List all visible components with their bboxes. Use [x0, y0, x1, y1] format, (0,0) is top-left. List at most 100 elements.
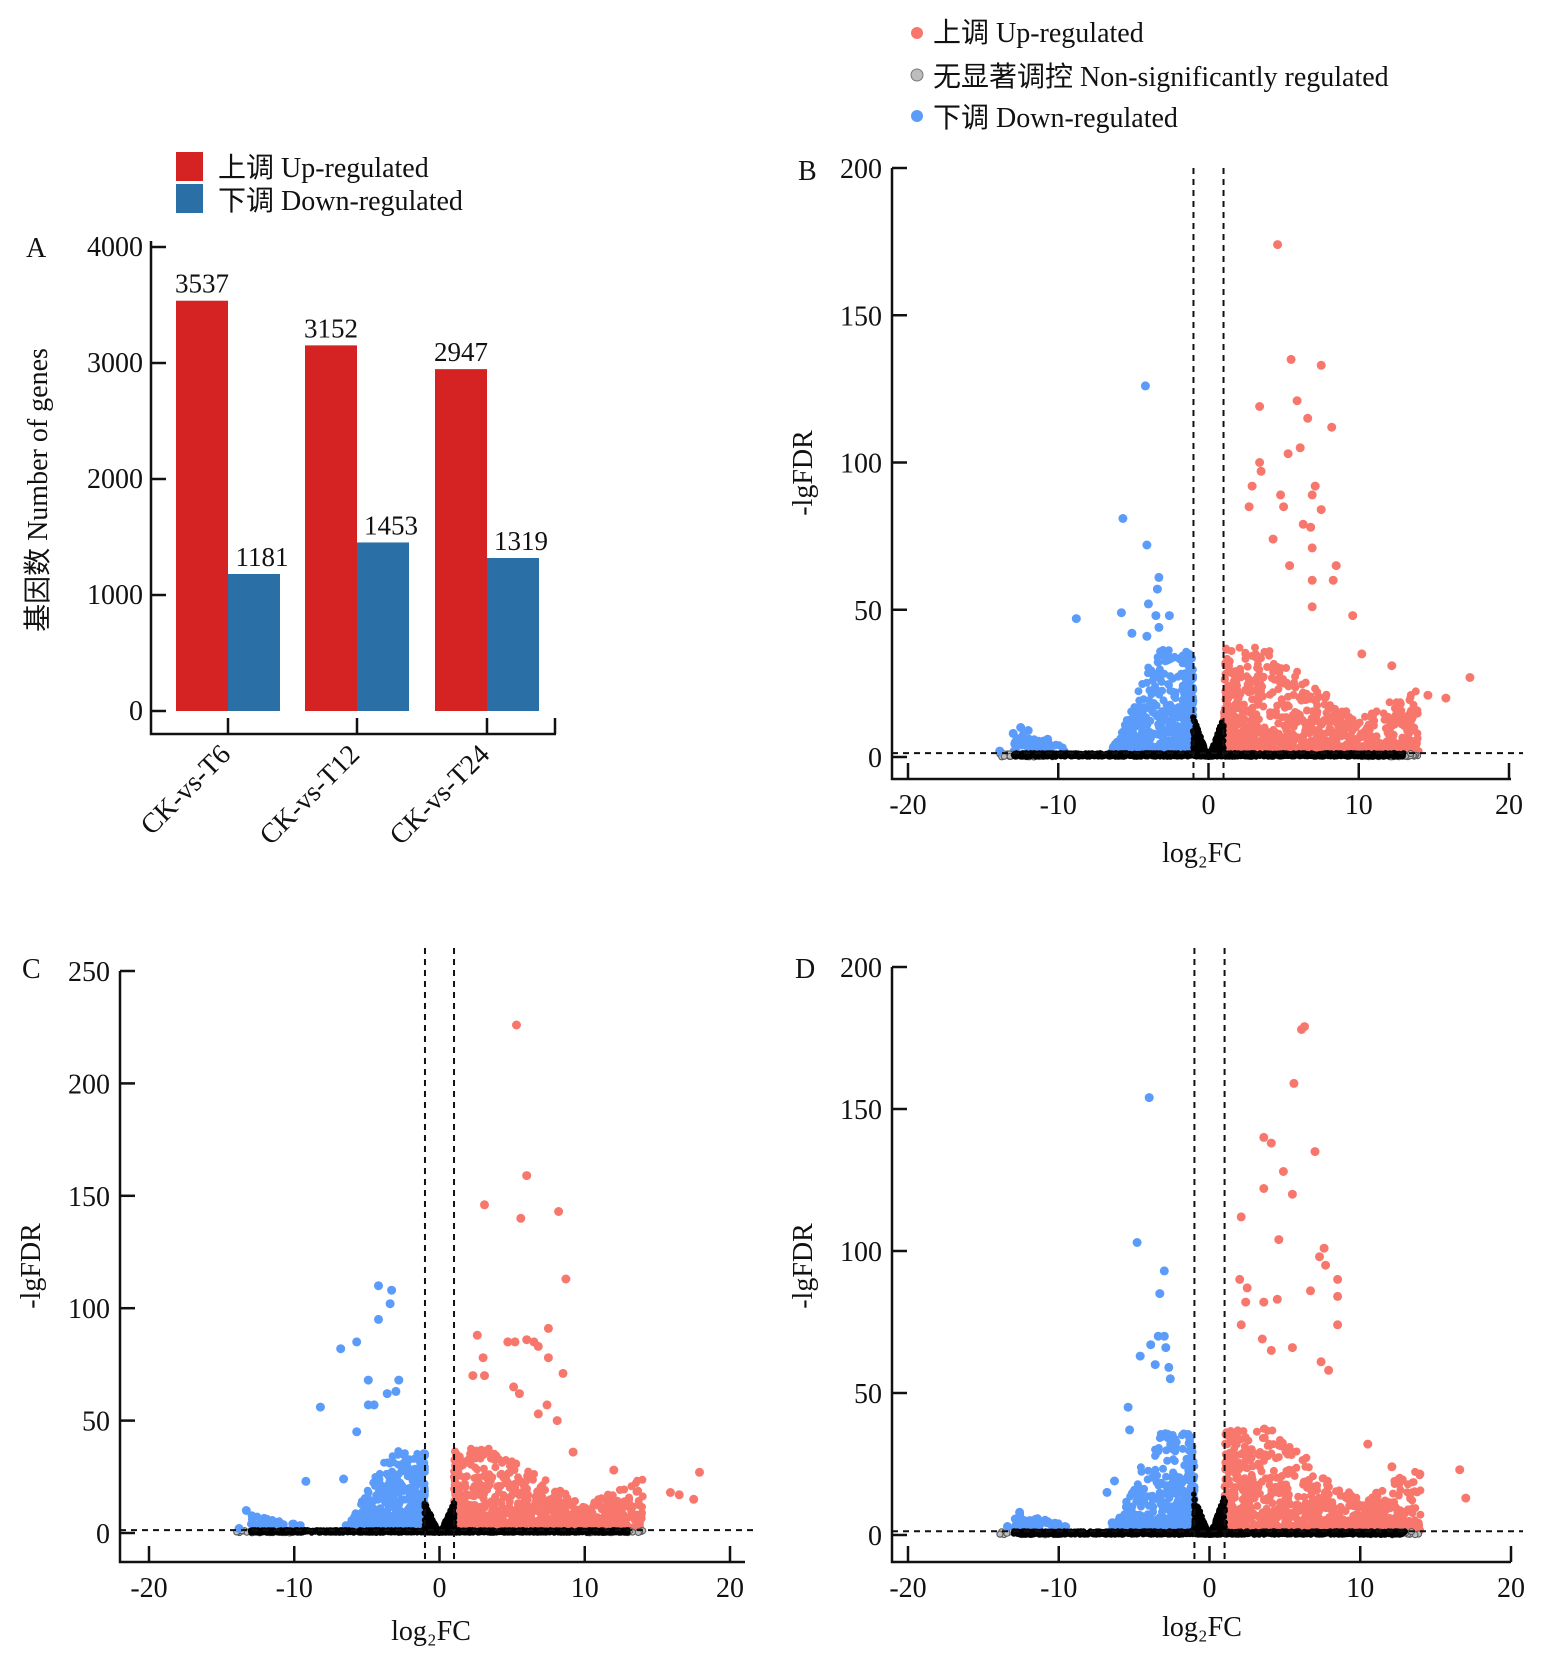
x-axis-label: log₂FC: [391, 1616, 471, 1647]
up-point: [605, 1502, 613, 1511]
up-point: [510, 1479, 519, 1488]
legend-label-up: 上调 Up-regulated: [933, 18, 1144, 49]
x-axis-label: log₂FC: [1162, 838, 1242, 869]
up-point: [1277, 696, 1286, 704]
down-point: [1162, 700, 1171, 709]
up-point: [461, 1457, 470, 1466]
data-label: 1181: [236, 542, 289, 572]
up-point: [1302, 689, 1311, 698]
down-point: [1168, 716, 1177, 725]
volcano-legend: 上调 Up-regulated 无显著调控 Non-significantly …: [910, 18, 1389, 134]
up-point: [524, 1514, 533, 1523]
up-point: [1361, 712, 1369, 721]
down-point: [396, 1449, 405, 1458]
up-point: [1288, 742, 1297, 751]
data-label: 1319: [494, 526, 548, 556]
points: [995, 240, 1475, 761]
up-point: [1243, 662, 1252, 671]
up-point: [467, 1444, 475, 1453]
down-point: [1118, 514, 1128, 523]
up-point: [1236, 664, 1245, 673]
up-point: [1338, 727, 1347, 736]
down-point: [1173, 735, 1182, 744]
points: [233, 1020, 704, 1537]
up-point: [1328, 575, 1338, 585]
up-point: [556, 1487, 565, 1496]
up-point: [1372, 740, 1381, 749]
down-point: [403, 1472, 412, 1481]
down-point: [1181, 710, 1190, 719]
up-point: [1251, 643, 1259, 652]
panel-label: C: [22, 954, 41, 985]
down-point: [394, 1460, 403, 1469]
up-point: [1279, 502, 1289, 512]
down-point: [1189, 699, 1197, 708]
y-tick-label: 50: [854, 596, 882, 627]
up-point: [1307, 602, 1317, 612]
down-point: [1157, 716, 1165, 725]
down-point: [416, 1474, 425, 1483]
up-point: [1390, 704, 1399, 713]
down-point: [383, 1498, 392, 1507]
up-point: [559, 1520, 568, 1529]
x-tick-label: -20: [130, 1573, 167, 1604]
data-label: 1453: [364, 510, 418, 540]
up-point: [1316, 360, 1326, 370]
up-point: [566, 1510, 575, 1519]
nonsig-point: [1348, 752, 1355, 759]
down-point: [1128, 737, 1137, 746]
down-point: [1145, 696, 1154, 705]
up-point: [620, 1485, 629, 1494]
up-point: [1266, 712, 1275, 721]
up-point: [510, 1466, 519, 1474]
axis-lines: [118, 971, 745, 1564]
legend-label-down: 下调 Down-regulated: [218, 186, 463, 217]
bar-down: [228, 574, 280, 711]
down-point: [1024, 734, 1033, 743]
down-point: [1112, 740, 1121, 749]
y-tick-label: 0: [868, 743, 882, 774]
down-point: [393, 1474, 401, 1483]
up-point: [466, 1510, 475, 1519]
up-point: [634, 1486, 643, 1495]
x-tick-label: CK-vs-T6: [135, 739, 237, 841]
up-point: [1413, 729, 1422, 738]
down-point: [1127, 628, 1137, 638]
down-point: [1138, 722, 1147, 731]
up-point: [1405, 696, 1414, 705]
down-point: [380, 1458, 389, 1467]
down-point: [379, 1509, 388, 1518]
legend-label-up: 上调 Up-regulated: [218, 153, 429, 184]
up-point: [1253, 696, 1262, 705]
x-tick-label: -10: [1040, 790, 1077, 821]
down-point: [1157, 677, 1166, 686]
nonsig-point: [1074, 751, 1080, 758]
up-point: [1289, 722, 1298, 731]
down-point: [1179, 726, 1188, 735]
x-tick-label: 0: [1202, 790, 1216, 821]
up-point: [1396, 698, 1405, 707]
y-tick-label: 200: [68, 1069, 110, 1100]
legend-swatch-down: [176, 184, 203, 213]
down-point: [1054, 741, 1063, 750]
up-point: [1260, 647, 1269, 656]
up-point: [517, 1503, 526, 1512]
down-point: [1140, 381, 1150, 391]
up-point: [1252, 718, 1261, 727]
up-point: [1391, 711, 1400, 720]
up-point: [1241, 654, 1250, 663]
bar-down: [357, 542, 409, 711]
down-point: [1182, 718, 1191, 727]
nonsig-point: [1195, 730, 1201, 736]
down-point: [1018, 736, 1027, 745]
up-point: [1244, 502, 1254, 512]
down-point: [1142, 631, 1152, 641]
up-point: [1312, 710, 1321, 719]
up-point: [507, 1516, 516, 1525]
up-point: [1243, 680, 1252, 689]
up-point: [1312, 695, 1321, 704]
down-point: [1154, 572, 1164, 582]
up-point: [1369, 710, 1378, 719]
down-point: [419, 1459, 428, 1468]
